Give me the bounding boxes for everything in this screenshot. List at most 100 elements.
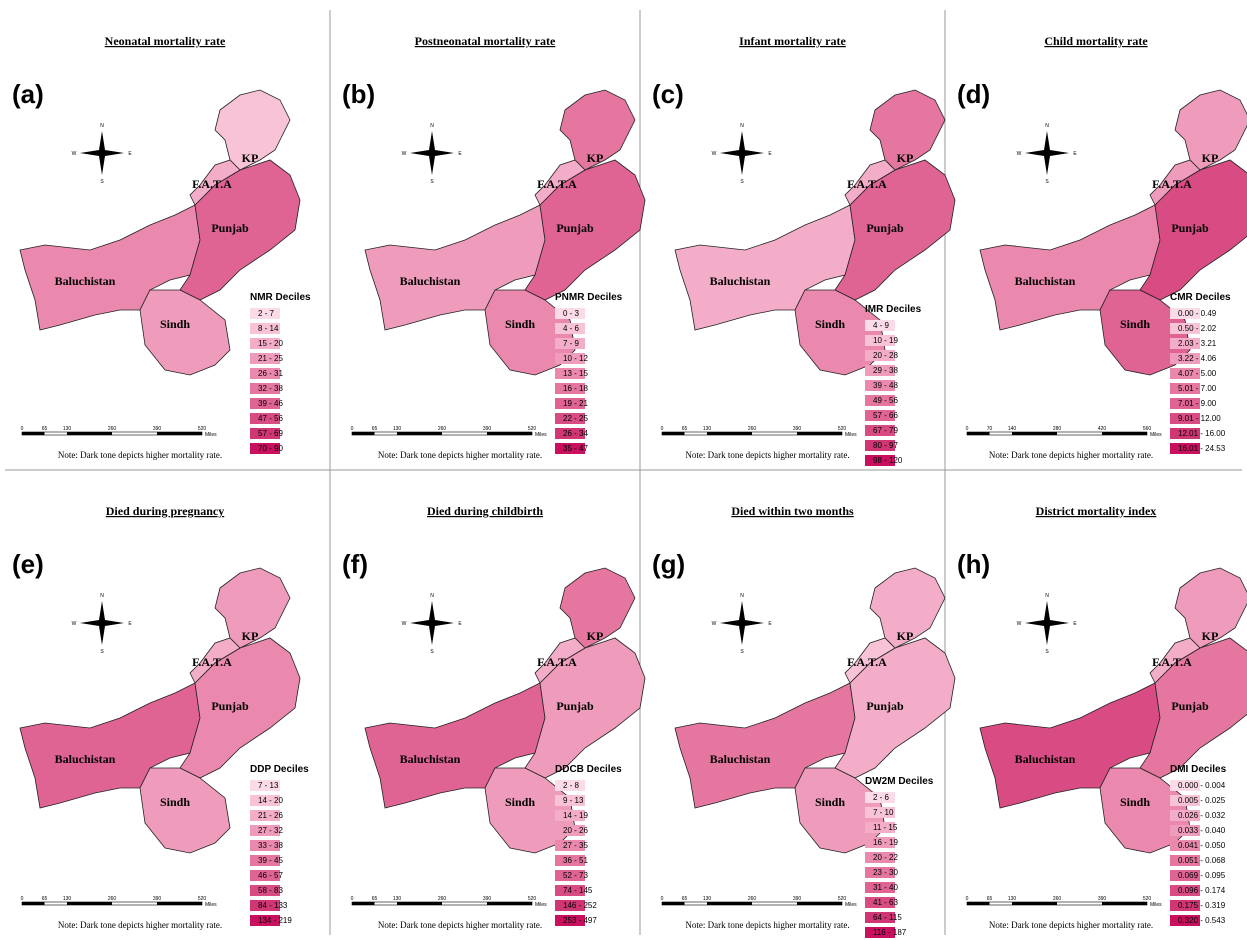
region-label: Baluchistan xyxy=(710,274,771,288)
legend-item: 0.033 - 0.040 xyxy=(1178,826,1226,835)
compass-rose xyxy=(80,131,124,175)
region-label: KP xyxy=(242,629,259,643)
figure: Neonatal mortality rate(a)BaluchistanPun… xyxy=(0,0,1247,940)
compass-letter: E xyxy=(768,621,772,627)
compass-letter: E xyxy=(768,151,772,157)
panel-title: District mortality index xyxy=(1036,504,1157,518)
map-panel: Died during childbirth(f)BaluchistanPunj… xyxy=(342,504,645,930)
scale-label: 280 xyxy=(1053,426,1062,432)
region-label: KP xyxy=(587,629,604,643)
scale-segment xyxy=(22,432,45,435)
legend-item: 46 - 57 xyxy=(258,871,283,880)
scale-unit: Miles xyxy=(845,902,857,908)
scale-label: 130 xyxy=(393,426,402,432)
legend-item: 39 - 48 xyxy=(873,381,898,390)
map-note: Note: Dark tone depicts higher mortality… xyxy=(58,450,222,460)
region-label: Baluchistan xyxy=(1015,274,1076,288)
scale-label: 130 xyxy=(63,896,72,902)
map: BaluchistanPunjabSindhKPF.A.T.A xyxy=(365,568,645,853)
legend-item: 20 - 28 xyxy=(873,351,898,360)
legend-item: 49 - 56 xyxy=(873,396,898,405)
map-note: Note: Dark tone depicts higher mortality… xyxy=(989,920,1153,930)
panel-label: (d) xyxy=(957,79,990,109)
scale-segment xyxy=(67,432,112,435)
legend-item: 0.041 - 0.050 xyxy=(1178,841,1226,850)
region-label: F.A.T.A xyxy=(1152,655,1192,669)
legend-item: 16 - 19 xyxy=(873,838,898,847)
scale-segment xyxy=(1102,432,1147,435)
legend-title: DMI Deciles xyxy=(1170,764,1227,775)
legend-item: 7 - 10 xyxy=(873,808,894,817)
legend-item: 0.069 - 0.095 xyxy=(1178,871,1226,880)
region-label: Punjab xyxy=(211,221,249,235)
scale-label: 0 xyxy=(966,426,969,432)
legend-item: 0.000 - 0.004 xyxy=(1178,781,1226,790)
legend-item: 57 - 66 xyxy=(873,411,898,420)
compass: NESW xyxy=(72,123,133,185)
compass-letter: W xyxy=(72,621,77,627)
legend-item: 22 - 25 xyxy=(563,414,588,423)
legend-item: 20 - 26 xyxy=(563,826,588,835)
legend-item: 116 - 187 xyxy=(873,928,907,937)
legend-item: 67 - 79 xyxy=(873,426,898,435)
compass-letter: E xyxy=(128,621,132,627)
region-label: Punjab xyxy=(866,699,904,713)
scale-label: 130 xyxy=(1008,896,1017,902)
panel-title: Died within two months xyxy=(731,504,854,518)
legend-item: 253 - 497 xyxy=(563,916,597,925)
legend-title: CMR Deciles xyxy=(1170,292,1231,303)
region-shape xyxy=(140,768,230,853)
compass-letter: N xyxy=(430,593,434,599)
compass-letter: S xyxy=(100,649,104,655)
legend-item: 0.175 - 0.319 xyxy=(1178,901,1226,910)
map: BaluchistanPunjabSindhKPF.A.T.A xyxy=(365,90,645,375)
region-label: Punjab xyxy=(1171,699,1209,713)
compass-letter: N xyxy=(100,593,104,599)
compass-letter: N xyxy=(1045,123,1049,129)
legend-item: 2 - 8 xyxy=(563,781,580,790)
scale-segment xyxy=(707,902,752,905)
legend-item: 2 - 7 xyxy=(258,309,275,318)
scale-segment xyxy=(797,432,842,435)
region-label: F.A.T.A xyxy=(847,177,887,191)
scale-unit: Miles xyxy=(205,432,217,438)
legend-item: 10 - 19 xyxy=(873,336,898,345)
compass-letter: S xyxy=(740,649,744,655)
legend-item: 10 - 12 xyxy=(563,354,588,363)
scale-unit: Miles xyxy=(845,432,857,438)
scale-label: 130 xyxy=(703,896,712,902)
legend-item: 58 - 83 xyxy=(258,886,283,895)
map-panel: Infant mortality rate(c)BaluchistanPunja… xyxy=(652,34,955,466)
scale-label: 0 xyxy=(21,896,24,902)
legend-title: DDCB Deciles xyxy=(555,764,622,775)
compass: NESW xyxy=(402,123,463,185)
scale-segment xyxy=(1012,902,1057,905)
compass-letter: S xyxy=(1045,179,1049,185)
compass-letter: W xyxy=(1017,621,1022,627)
scale-label: 0 xyxy=(661,896,664,902)
scale-label: 0 xyxy=(351,896,354,902)
scale-label: 65 xyxy=(372,426,378,432)
scale-segment xyxy=(487,432,532,435)
legend-item: 4 - 6 xyxy=(563,324,580,333)
compass-letter: N xyxy=(430,123,434,129)
region-label: Baluchistan xyxy=(710,752,771,766)
region-shape xyxy=(140,290,230,375)
legend-title: PNMR Deciles xyxy=(555,292,623,303)
compass-rose xyxy=(1025,601,1069,645)
map-note: Note: Dark tone depicts higher mortality… xyxy=(378,920,542,930)
scale-segment xyxy=(352,902,375,905)
scale-label: 65 xyxy=(372,896,378,902)
scale-label: 260 xyxy=(108,426,117,432)
legend-item: 2.03 - 3.21 xyxy=(1178,339,1217,348)
legend-item: 0.026 - 0.032 xyxy=(1178,811,1226,820)
legend-item: 5.01 - 7.00 xyxy=(1178,384,1217,393)
panel-label: (c) xyxy=(652,79,684,109)
scale-label: 65 xyxy=(682,896,688,902)
legend-item: 57 - 69 xyxy=(258,429,283,438)
scale-segment xyxy=(967,902,990,905)
legend-item: 21 - 25 xyxy=(258,354,283,363)
scale-label: 0 xyxy=(661,426,664,432)
compass-rose xyxy=(410,601,454,645)
